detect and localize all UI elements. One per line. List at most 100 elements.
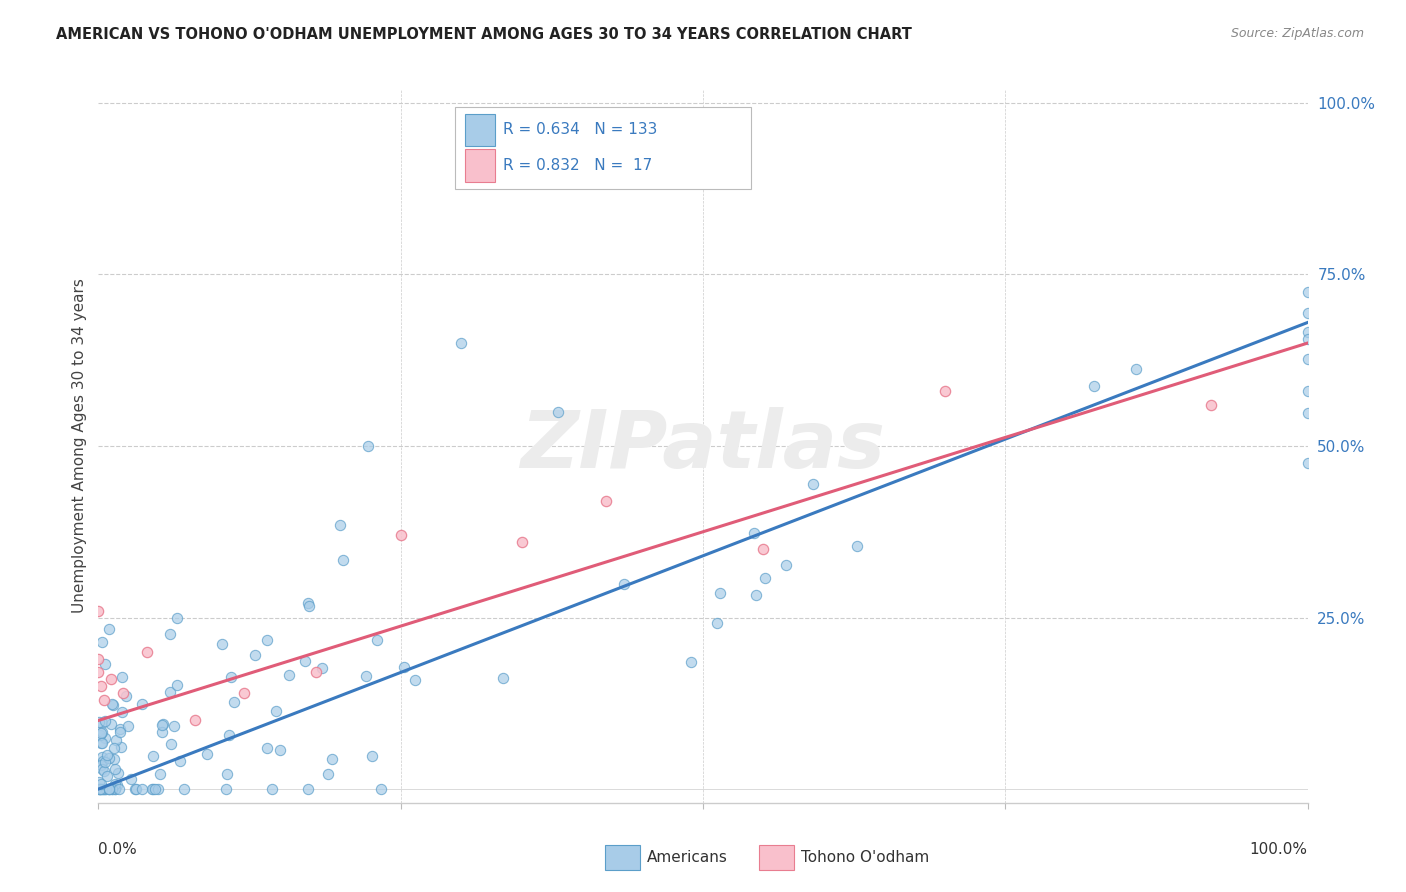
Point	[90, 635, 112, 649]
Point	[218, 728, 240, 742]
Point	[115, 689, 138, 703]
Point	[91, 750, 114, 764]
Point	[1296, 384, 1319, 398]
Point	[94, 657, 117, 671]
Point	[91, 736, 114, 750]
Point	[90, 777, 112, 791]
Point	[87, 665, 110, 680]
Point	[404, 673, 426, 688]
Point	[215, 782, 238, 797]
Point	[94, 714, 117, 728]
Point	[98, 622, 121, 636]
Point	[361, 749, 384, 764]
Point	[91, 782, 114, 797]
Point	[1296, 456, 1319, 470]
Point	[269, 743, 291, 757]
Point	[1296, 332, 1319, 346]
Point	[297, 596, 319, 610]
Point	[510, 535, 533, 549]
Point	[90, 735, 112, 749]
Point	[294, 654, 316, 668]
Point	[150, 724, 173, 739]
Point	[262, 782, 284, 797]
Point	[120, 772, 142, 787]
Point	[934, 384, 956, 398]
Point	[752, 541, 775, 556]
Point	[595, 494, 617, 508]
Point	[1296, 305, 1319, 319]
Point	[93, 693, 115, 707]
Point	[108, 724, 131, 739]
Point	[1296, 352, 1319, 367]
Point	[297, 782, 319, 797]
Point	[256, 632, 278, 647]
Point	[101, 698, 124, 713]
Point	[159, 737, 181, 751]
Point	[131, 697, 153, 711]
Text: ZIPatlas: ZIPatlas	[520, 407, 886, 485]
Point	[366, 632, 388, 647]
Point	[150, 718, 173, 732]
Point	[146, 782, 169, 797]
FancyBboxPatch shape	[465, 114, 495, 146]
Point	[94, 782, 117, 797]
Point	[159, 685, 181, 699]
Point	[354, 669, 377, 683]
Point	[104, 732, 127, 747]
FancyBboxPatch shape	[456, 107, 751, 189]
Point	[394, 660, 416, 674]
Point	[90, 782, 112, 797]
Text: R = 0.832   N =  17: R = 0.832 N = 17	[503, 158, 652, 173]
Point	[87, 651, 110, 665]
Point	[100, 673, 122, 687]
Point	[159, 627, 181, 641]
Point	[264, 704, 287, 718]
Point	[450, 336, 472, 351]
Point	[613, 577, 636, 591]
Point	[100, 782, 122, 797]
Point	[547, 405, 569, 419]
Point	[801, 477, 824, 491]
Point	[166, 610, 188, 624]
Point	[742, 526, 765, 541]
Point	[104, 777, 127, 791]
Point	[107, 766, 129, 780]
Point	[169, 755, 191, 769]
Point	[131, 782, 153, 797]
Point	[148, 767, 170, 781]
Point	[125, 782, 148, 797]
Point	[1296, 325, 1319, 339]
Point	[321, 752, 343, 766]
Point	[142, 782, 165, 797]
Point	[356, 439, 378, 453]
Point	[163, 719, 186, 733]
Point	[195, 747, 218, 761]
Point	[111, 686, 134, 700]
Point	[97, 782, 120, 797]
Point	[89, 782, 111, 797]
Point	[679, 655, 702, 669]
Point	[87, 782, 110, 797]
Point	[298, 599, 321, 613]
Point	[1199, 398, 1222, 412]
Point	[103, 741, 125, 756]
Point	[111, 705, 134, 719]
Point	[90, 758, 112, 772]
Point	[110, 739, 132, 754]
Point	[1296, 406, 1319, 420]
Point	[94, 731, 117, 746]
Point	[100, 782, 122, 797]
Point	[141, 782, 163, 797]
Point	[90, 679, 112, 693]
Point	[143, 782, 166, 797]
Point	[108, 782, 131, 797]
Point	[232, 686, 254, 700]
Point	[329, 518, 352, 533]
Point	[1083, 379, 1105, 393]
Point	[87, 775, 110, 789]
Point	[104, 762, 127, 776]
Text: Source: ZipAtlas.com: Source: ZipAtlas.com	[1230, 27, 1364, 40]
Point	[101, 697, 124, 711]
Point	[87, 714, 110, 729]
Point	[215, 767, 238, 781]
